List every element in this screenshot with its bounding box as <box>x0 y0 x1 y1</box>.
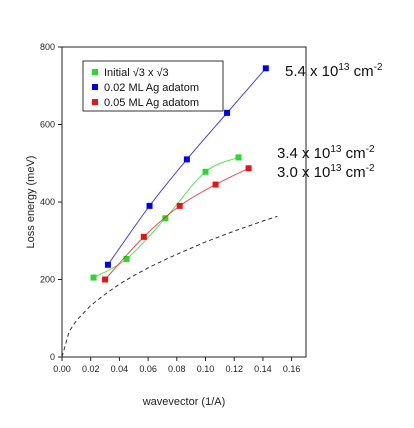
x-tick-label: 0.00 <box>53 364 71 374</box>
data-point <box>224 109 231 116</box>
y-axis-label: Loss energy (meV) <box>25 156 37 249</box>
legend-marker <box>92 99 98 105</box>
x-tick-label: 0.08 <box>168 364 186 374</box>
x-tick-label: 0.04 <box>111 364 129 374</box>
x-tick-label: 0.16 <box>283 364 301 374</box>
legend-label: 0.05 ML Ag adatom <box>104 97 199 109</box>
data-point <box>123 255 130 262</box>
density-annotation: 3.4 x 1013 cm-2 <box>277 144 375 162</box>
y-tick-label: 200 <box>40 275 55 285</box>
data-point <box>90 274 97 281</box>
x-tick-label: 0.14 <box>254 364 272 374</box>
data-point <box>140 233 147 240</box>
x-tick-label: 0.06 <box>139 364 157 374</box>
data-point <box>202 168 209 175</box>
data-point <box>183 156 190 163</box>
data-point <box>176 202 183 209</box>
density-annotation: 3.0 x 1013 cm-2 <box>277 163 375 181</box>
x-tick-label: 0.02 <box>82 364 100 374</box>
legend-marker <box>92 69 98 75</box>
legend-box <box>82 60 224 112</box>
data-point <box>212 181 219 188</box>
series-layer <box>61 65 278 358</box>
y-tick-label: 400 <box>40 197 55 207</box>
y-tick-label: 800 <box>40 42 55 52</box>
annotations: 5.4 x 1013 cm-2 3.4 x 1013 cm-23.0 x 1013… <box>277 62 383 181</box>
reference-curve <box>61 215 278 358</box>
data-point <box>146 202 153 209</box>
density-annotation: 5.4 x 1013 cm-2 <box>285 62 383 80</box>
data-point <box>235 154 242 161</box>
legend-label: Initial √3 x √3 <box>104 67 169 79</box>
axis-ticks: 0.00 0.02 0.04 0.06 0.08 0.10 0.12 0.14 0.16 0 200… <box>40 42 300 374</box>
legend-label: 0.02 ML Ag adatom <box>104 82 199 94</box>
data-point <box>102 276 109 283</box>
data-point <box>104 261 111 268</box>
legend: Initial √3 x √3 0.02 ML Ag adatom 0.05 ML … <box>82 60 224 112</box>
x-axis-label: wavevector (1/A) <box>142 396 226 408</box>
y-tick-label: 0 <box>50 352 55 362</box>
data-point <box>262 65 269 72</box>
x-tick-label: 0.10 <box>197 364 215 374</box>
data-point <box>162 215 169 222</box>
y-tick-label: 600 <box>40 120 55 130</box>
x-tick-label: 0.12 <box>225 364 243 374</box>
data-point <box>245 165 252 172</box>
legend-marker <box>92 84 98 90</box>
